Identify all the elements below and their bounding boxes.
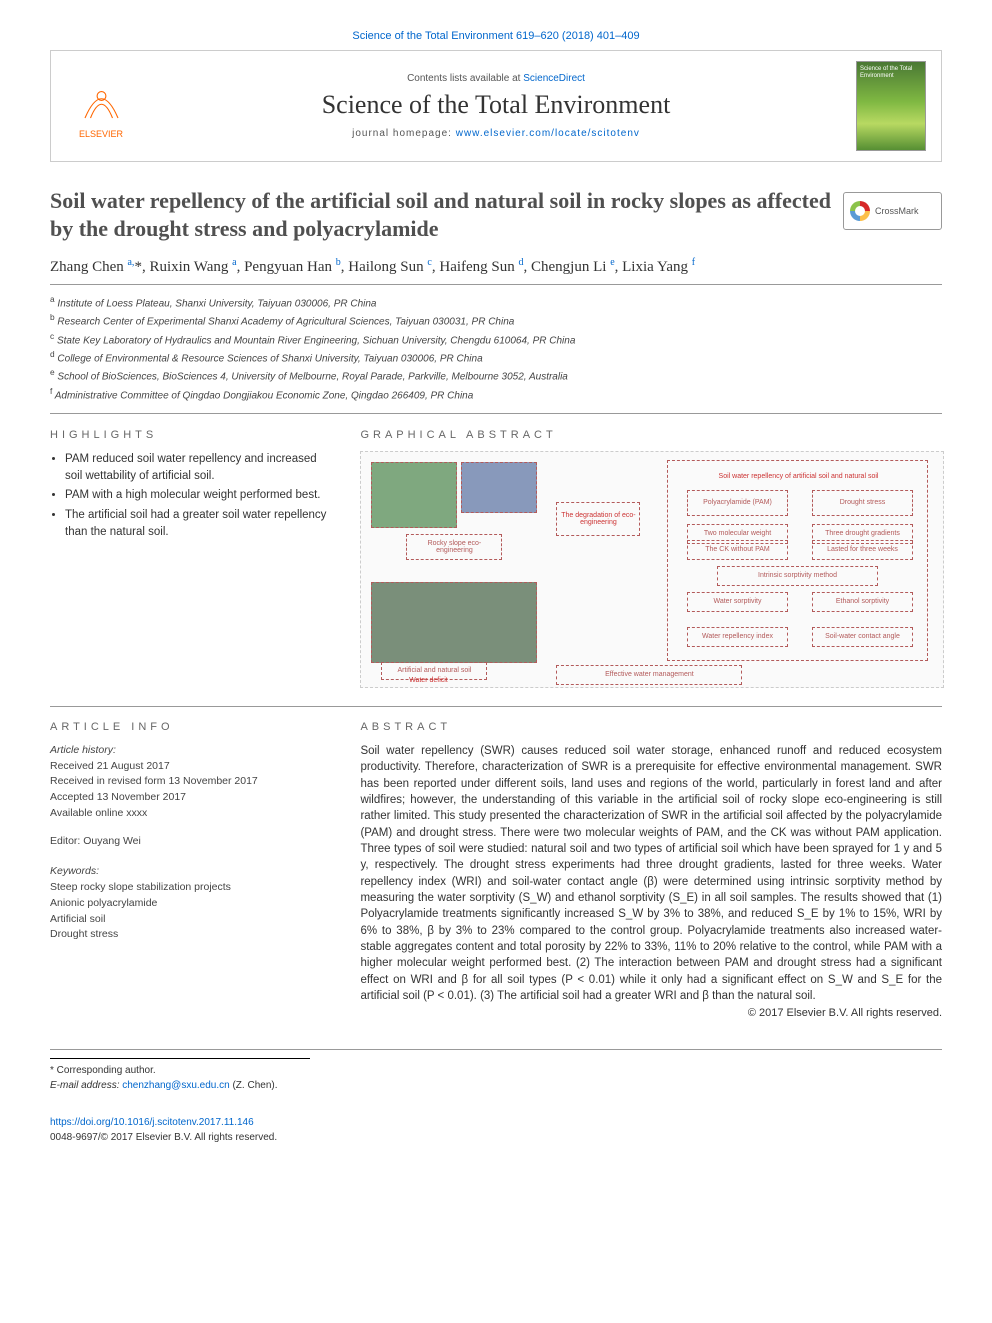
homepage-line: journal homepage: www.elsevier.com/locat… xyxy=(151,128,841,139)
date-revised: Received in revised form 13 November 201… xyxy=(50,774,335,790)
corresponding-email-link[interactable]: chenzhang@sxu.edu.cn xyxy=(122,1080,229,1091)
section-divider xyxy=(50,706,942,707)
abstract-copyright: © 2017 Elsevier B.V. All rights reserved… xyxy=(360,1007,942,1019)
affiliation-line: d College of Environmental & Resource Sc… xyxy=(50,348,942,366)
keyword-item: Steep rocky slope stabilization projects xyxy=(50,880,335,896)
highlight-item: PAM reduced soil water repellency and in… xyxy=(65,451,335,484)
affiliation-line: f Administrative Committee of Qingdao Do… xyxy=(50,385,942,403)
graphical-abstract-figure: Rocky slope eco-engineering Artificial a… xyxy=(360,451,944,688)
journal-header: ELSEVIER Contents lists available at Sci… xyxy=(50,50,942,162)
editor-line: Editor: Ouyang Wei xyxy=(50,834,335,850)
highlights-heading: HIGHLIGHTS xyxy=(50,429,335,441)
affiliation-line: b Research Center of Experimental Shanxi… xyxy=(50,311,942,329)
journal-reference: Science of the Total Environment 619–620… xyxy=(50,30,942,42)
highlight-item: The artificial soil had a greater soil w… xyxy=(65,507,335,540)
article-title: Soil water repellency of the artificial … xyxy=(50,187,942,242)
graphical-abstract-heading: GRAPHICAL ABSTRACT xyxy=(360,429,942,441)
date-accepted: Accepted 13 November 2017 xyxy=(50,790,335,806)
sciencedirect-link[interactable]: ScienceDirect xyxy=(523,73,585,84)
keyword-item: Artificial soil xyxy=(50,912,335,928)
affiliations: a Institute of Loess Plateau, Shanxi Uni… xyxy=(50,284,942,414)
keyword-item: Anionic polyacrylamide xyxy=(50,896,335,912)
abstract-heading: ABSTRACT xyxy=(360,721,942,733)
affiliation-line: c State Key Laboratory of Hydraulics and… xyxy=(50,330,942,348)
highlights-list: PAM reduced soil water repellency and in… xyxy=(50,451,335,540)
publisher-name: ELSEVIER xyxy=(79,129,123,139)
article-history-label: Article history: xyxy=(50,743,335,759)
date-available: Available online xxxx xyxy=(50,806,335,822)
keyword-item: Drought stress xyxy=(50,927,335,943)
highlight-item: PAM with a high molecular weight perform… xyxy=(65,487,335,504)
journal-cover-thumb xyxy=(856,61,926,151)
crossmark-badge[interactable]: CrossMark xyxy=(843,192,942,230)
keywords-block: Keywords: Steep rocky slope stabilizatio… xyxy=(50,864,335,943)
keywords-label: Keywords: xyxy=(50,864,335,880)
page-footer: * Corresponding author. E-mail address: … xyxy=(50,1049,942,1145)
affiliation-line: e School of BioSciences, BioSciences 4, … xyxy=(50,366,942,384)
article-info: Article history: Received 21 August 2017… xyxy=(50,743,335,850)
journal-title: Science of the Total Environment xyxy=(151,90,841,120)
issn-copyright: 0048-9697/© 2017 Elsevier B.V. All right… xyxy=(50,1130,942,1145)
email-line: E-mail address: chenzhang@sxu.edu.cn (Z.… xyxy=(50,1078,942,1093)
abstract-text: Soil water repellency (SWR) causes reduc… xyxy=(360,743,942,1004)
homepage-link[interactable]: www.elsevier.com/locate/scitotenv xyxy=(456,128,640,139)
contents-line: Contents lists available at ScienceDirec… xyxy=(151,73,841,84)
doi-link[interactable]: https://doi.org/10.1016/j.scitotenv.2017… xyxy=(50,1117,254,1128)
affiliation-line: a Institute of Loess Plateau, Shanxi Uni… xyxy=(50,293,942,311)
article-info-heading: ARTICLE INFO xyxy=(50,721,335,733)
date-received: Received 21 August 2017 xyxy=(50,759,335,775)
corresponding-note: * Corresponding author. xyxy=(50,1063,942,1078)
author-list: Zhang Chen a,*, Ruixin Wang a, Pengyuan … xyxy=(50,257,942,276)
crossmark-icon xyxy=(850,201,870,221)
elsevier-logo: ELSEVIER xyxy=(66,66,136,146)
